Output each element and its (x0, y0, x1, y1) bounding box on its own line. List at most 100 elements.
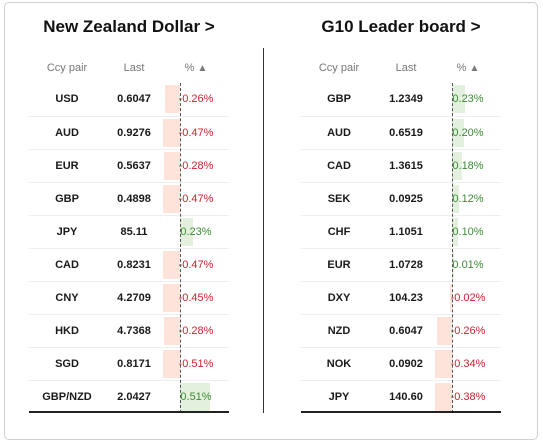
table-row[interactable]: AUD 0.6519 0.20% (301, 116, 501, 149)
ccy-pair-cell: NOK (326, 358, 352, 370)
table-row[interactable]: EUR 0.5637 -0.28% (29, 149, 229, 182)
table-row[interactable]: NZD 0.6047 -0.26% (301, 314, 501, 347)
positive-change-bar (180, 218, 194, 246)
table-header: Ccy pair Last % ▲ (29, 58, 229, 82)
last-price-cell: 4.7368 (117, 325, 151, 337)
last-price-cell: 1.1051 (389, 226, 423, 238)
pct-change-cell: 0.01% (435, 249, 501, 281)
pct-change-cell: -0.47% (163, 183, 229, 215)
table-row[interactable]: AUD 0.9276 -0.47% (29, 116, 229, 149)
last-price-cell: 1.0728 (389, 259, 423, 271)
positive-change-bar (452, 85, 466, 113)
pct-change-value: -0.02% (450, 292, 486, 304)
pct-change-value: 0.18% (452, 160, 484, 172)
zero-line (180, 83, 181, 413)
last-price-cell: 0.6047 (389, 325, 423, 337)
table-row[interactable]: EUR 1.0728 0.01% (301, 248, 501, 281)
last-price-cell: 1.3615 (389, 160, 423, 172)
pct-change-value: -0.28% (178, 160, 214, 172)
last-price-cell: 104.23 (389, 292, 423, 304)
header-pct[interactable]: % ▲ (163, 62, 229, 74)
last-price-cell: 0.8231 (117, 259, 151, 271)
pct-change-cell: 0.20% (435, 117, 501, 149)
ccy-pair-cell: JPY (328, 391, 350, 403)
pct-change-value: 0.12% (452, 193, 484, 205)
table-row[interactable]: USD 0.6047 -0.26% (29, 83, 229, 116)
table-row[interactable]: CNY 4.2709 -0.45% (29, 281, 229, 314)
ccy-pair-cell: GBP/NZD (42, 391, 92, 403)
positive-change-bar (452, 152, 463, 180)
table-row[interactable]: GBP 0.4898 -0.47% (29, 182, 229, 215)
pct-change-value: -0.47% (178, 127, 214, 139)
pct-change-value: -0.38% (450, 391, 486, 403)
table-row[interactable]: HKD 4.7368 -0.28% (29, 314, 229, 347)
last-price-cell: 0.6047 (117, 93, 151, 105)
table-row[interactable]: JPY 85.11 0.23% (29, 215, 229, 248)
zero-line (452, 83, 453, 413)
ccy-pair-cell: EUR (55, 160, 79, 172)
g10-panel-title[interactable]: G10 Leader board > (321, 17, 481, 36)
ccy-pair-cell: SGD (55, 358, 79, 370)
pct-change-cell: -0.02% (435, 282, 501, 314)
negative-change-bar (163, 350, 180, 378)
ccy-pair-cell: SEK (327, 193, 351, 205)
nzd-panel-title[interactable]: New Zealand Dollar > (43, 17, 215, 36)
ccy-pair-cell: AUD (327, 127, 351, 139)
table-row[interactable]: CAD 0.8231 -0.47% (29, 248, 229, 281)
table-row[interactable]: DXY 104.23 -0.02% (301, 281, 501, 314)
ccy-pair-cell: GBP (55, 193, 79, 205)
pct-change-value: 0.51% (180, 391, 212, 403)
table-row[interactable]: CAD 1.3615 0.18% (301, 149, 501, 182)
pct-change-cell: 0.51% (163, 381, 229, 413)
table-row[interactable]: GBP 1.2349 0.23% (301, 83, 501, 116)
negative-change-bar (163, 284, 180, 312)
last-price-cell: 0.5637 (117, 160, 151, 172)
negative-change-bar (436, 317, 452, 345)
header-pct-label: % (456, 62, 467, 74)
header-pct[interactable]: % ▲ (435, 62, 501, 74)
pct-change-cell: -0.45% (163, 282, 229, 314)
sort-ascending-icon[interactable]: ▲ (197, 63, 208, 74)
header-ccy-pair[interactable]: Ccy pair (318, 62, 360, 74)
negative-change-bar (163, 185, 180, 213)
pct-change-cell: -0.34% (435, 348, 501, 380)
header-last[interactable]: Last (123, 62, 145, 74)
positive-change-bar (452, 185, 459, 213)
negative-change-bar (163, 317, 180, 345)
last-price-cell: 2.0427 (117, 391, 151, 403)
table-row[interactable]: SEK 0.0925 0.12% (301, 182, 501, 215)
pct-change-value: -0.47% (178, 259, 214, 271)
table-bottom-rule (29, 411, 229, 413)
last-price-cell: 0.8171 (117, 358, 151, 370)
pct-change-value: -0.26% (450, 325, 486, 337)
panel-divider (263, 48, 264, 413)
table-row[interactable]: GBP/NZD 2.0427 0.51% (29, 380, 229, 413)
negative-change-bar (163, 152, 180, 180)
last-price-cell: 0.4898 (117, 193, 151, 205)
sort-ascending-icon[interactable]: ▲ (469, 63, 480, 74)
header-ccy-pair[interactable]: Ccy pair (46, 62, 88, 74)
pct-change-cell: 0.10% (435, 216, 501, 248)
pct-change-cell: -0.26% (163, 83, 229, 115)
table-row[interactable]: SGD 0.8171 -0.51% (29, 347, 229, 380)
last-price-cell: 0.6519 (389, 127, 423, 139)
last-price-cell: 4.2709 (117, 292, 151, 304)
pct-change-cell: 0.23% (435, 83, 501, 115)
ccy-pair-cell: JPY (56, 226, 78, 238)
ccy-pair-cell: HKD (55, 325, 79, 337)
pct-change-value: -0.28% (178, 325, 214, 337)
header-last[interactable]: Last (395, 62, 417, 74)
ccy-pair-cell: GBP (327, 93, 351, 105)
table-row[interactable]: CHF 1.1051 0.10% (301, 215, 501, 248)
pct-change-value: 0.23% (452, 93, 484, 105)
pct-change-cell: 0.12% (435, 183, 501, 215)
ccy-pair-cell: DXY (327, 292, 351, 304)
last-price-cell: 0.0902 (389, 358, 423, 370)
table-row[interactable]: JPY 140.60 -0.38% (301, 380, 501, 413)
pct-change-value: -0.51% (178, 358, 214, 370)
pct-change-cell: -0.47% (163, 117, 229, 149)
table-row[interactable]: NOK 0.0902 -0.34% (301, 347, 501, 380)
negative-change-bar (164, 85, 180, 113)
last-price-cell: 0.9276 (117, 127, 151, 139)
pct-change-cell: -0.51% (163, 348, 229, 380)
